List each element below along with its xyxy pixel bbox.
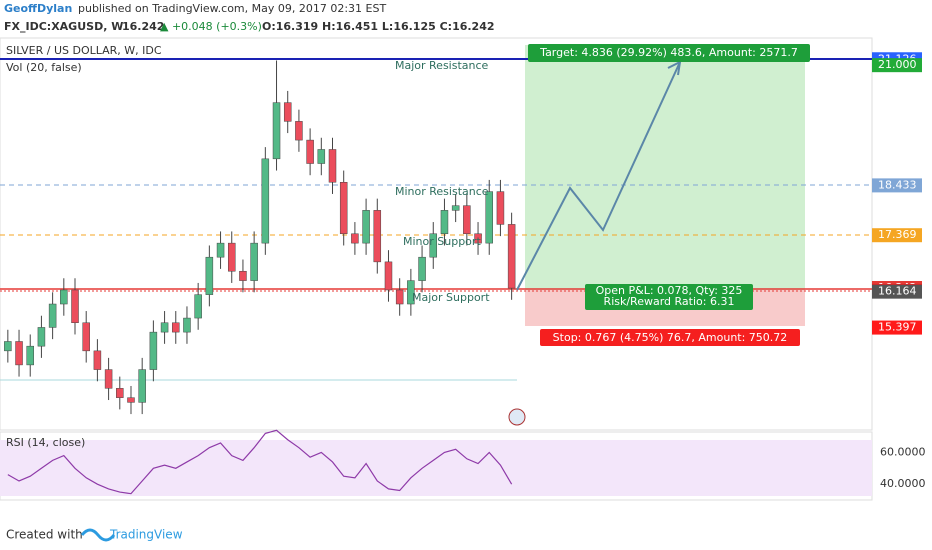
author[interactable]: GeoffDylan [4, 2, 72, 15]
footer-brand[interactable]: TradingView [109, 528, 183, 542]
price-tag-label: 18.433 [878, 178, 917, 191]
candle-body [261, 158, 270, 244]
rsi-label: RSI (14, close) [6, 436, 85, 449]
candle-body [272, 102, 281, 160]
target-box [528, 44, 810, 62]
risk-reward: Risk/Reward Ratio: 6.31 [604, 295, 735, 308]
candle-body [440, 210, 449, 235]
price-tag [872, 284, 922, 299]
candle-body [127, 397, 135, 403]
candle-body [295, 121, 303, 141]
symbol: FX_IDC:XAGUSD, W [4, 20, 123, 33]
stop-label: Stop: 0.767 (4.75%) 76.7, Amount: 750.72 [553, 331, 788, 344]
candle-body [60, 289, 68, 305]
target-label: Target: 4.836 (29.92%) 483.6, Amount: 25… [539, 46, 798, 59]
candle-body [306, 139, 314, 164]
candle-body [160, 322, 169, 333]
price-tag [872, 178, 922, 193]
candle-body [37, 327, 46, 347]
y-tick-label: 40.0000 [880, 477, 926, 490]
candle-body [250, 242, 258, 281]
rsi-line [7, 429, 513, 495]
annotation: Minor Resistance [395, 185, 489, 198]
annotation: Major Support [412, 291, 490, 304]
profit-zone [525, 45, 805, 290]
stop-box [540, 329, 800, 346]
candle-body [283, 102, 292, 122]
ohlc: O:16.319 H:16.451 L:16.125 C:16.242 [262, 20, 495, 33]
candle-body [373, 210, 382, 263]
candle-body [71, 289, 79, 324]
main-title: SILVER / US DOLLAR, W, IDC [6, 44, 162, 57]
price-tag-label: 21.000 [878, 58, 917, 71]
open-pl: Open P&L: 0.078, Qty: 325 [596, 284, 743, 297]
price-tag [872, 320, 922, 335]
candle-body [407, 280, 415, 305]
annotation: Minor Support [403, 235, 481, 248]
candle-body [328, 149, 337, 183]
candle-body [384, 261, 393, 291]
candle-body [395, 289, 404, 305]
pl-box [585, 284, 753, 310]
candle-body [205, 256, 214, 295]
candle-body [239, 270, 247, 281]
footer-created: Created with [6, 528, 83, 542]
candle-body [418, 256, 426, 281]
rsi-band [0, 440, 872, 496]
candle-body [463, 205, 471, 235]
event-icon[interactable] [508, 408, 526, 426]
price-tag [872, 228, 922, 243]
published: published on TradingView.com, May 09, 20… [78, 2, 386, 15]
price-tag-label: 16.164 [878, 285, 917, 298]
price-tag-label: 15.397 [878, 321, 917, 334]
logo [80, 528, 116, 542]
volume-label: Vol (20, false) [6, 61, 82, 74]
candle-body [429, 233, 438, 258]
candle-body [194, 294, 202, 319]
projection-path [516, 61, 681, 291]
candle-body [26, 345, 34, 366]
candle-body [116, 388, 124, 398]
candle-body [216, 242, 225, 258]
candle-body [172, 322, 180, 333]
candle-body [496, 191, 505, 225]
candle-body [138, 369, 146, 403]
candle-body [451, 205, 460, 211]
candle-body [48, 303, 57, 328]
candle-body [317, 149, 326, 164]
candle-body [227, 242, 236, 272]
candle-body [474, 233, 482, 244]
candle-body [339, 181, 348, 235]
candle-body [351, 233, 359, 244]
change: ▲ +0.048 (+0.3%) [160, 20, 262, 33]
annotation: Major Resistance [395, 59, 489, 72]
candle-body [183, 317, 191, 333]
candle-body [362, 210, 370, 244]
last-price: 16.242 [122, 20, 164, 33]
y-tick-label: 60.0000 [880, 445, 926, 458]
candle-body [507, 224, 516, 289]
price-tag-label: 17.369 [878, 228, 917, 241]
candle-body [15, 341, 23, 366]
candle-body [93, 350, 102, 370]
price-tag [872, 58, 922, 73]
candle-body [4, 341, 12, 352]
candle-body [82, 322, 90, 352]
candle-body [149, 331, 158, 370]
candle-body [104, 369, 113, 389]
candle-body [485, 191, 493, 244]
